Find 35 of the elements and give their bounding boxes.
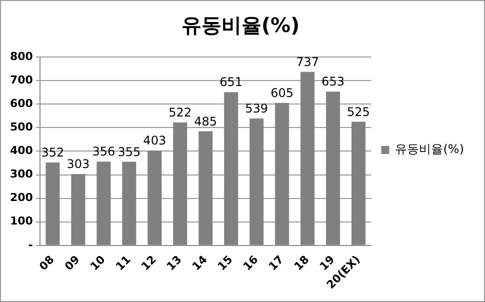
x-tick-label: 16 xyxy=(240,252,261,274)
y-tick-label: - xyxy=(28,238,33,252)
x-tick-label: 17 xyxy=(266,253,286,274)
data-label: 653 xyxy=(322,74,344,89)
data-label: 539 xyxy=(245,102,268,116)
data-label: 355 xyxy=(118,144,141,159)
y-tick-label: 700 xyxy=(10,73,34,86)
x-tick-label: 15 xyxy=(215,253,236,274)
data-label: 737 xyxy=(296,54,319,69)
data-label: 485 xyxy=(194,114,218,128)
data-label: 356 xyxy=(92,144,116,159)
legend-label: 유동비율(%) xyxy=(395,142,464,156)
data-label: 352 xyxy=(41,146,64,160)
y-tick-label: 500 xyxy=(10,120,34,134)
data-label: 303 xyxy=(66,157,90,172)
x-tick-label: 13 xyxy=(164,253,184,274)
y-tick-label: 600 xyxy=(10,96,34,110)
x-tick-label: 11 xyxy=(113,253,134,274)
x-tick-label: 09 xyxy=(62,253,82,274)
data-label: 525 xyxy=(347,104,370,119)
x-tick-label: 08 xyxy=(36,253,57,274)
y-tick-label: 300 xyxy=(10,168,34,181)
y-tick-label: 100 xyxy=(10,214,34,228)
data-label: 651 xyxy=(220,75,243,90)
chart-title: 유동비율(%) xyxy=(181,13,300,38)
y-tick-label: 400 xyxy=(10,144,34,158)
x-tick-label: 14 xyxy=(190,252,210,274)
data-label: 522 xyxy=(168,106,192,120)
y-tick-label: 200 xyxy=(10,191,34,204)
y-tick-label: 800 xyxy=(10,50,34,63)
x-tick-label: 10 xyxy=(88,252,108,274)
x-tick-label: 18 xyxy=(292,253,312,274)
data-label: 605 xyxy=(270,86,294,100)
x-tick-label: 12 xyxy=(138,253,159,274)
data-label: 403 xyxy=(143,134,166,148)
